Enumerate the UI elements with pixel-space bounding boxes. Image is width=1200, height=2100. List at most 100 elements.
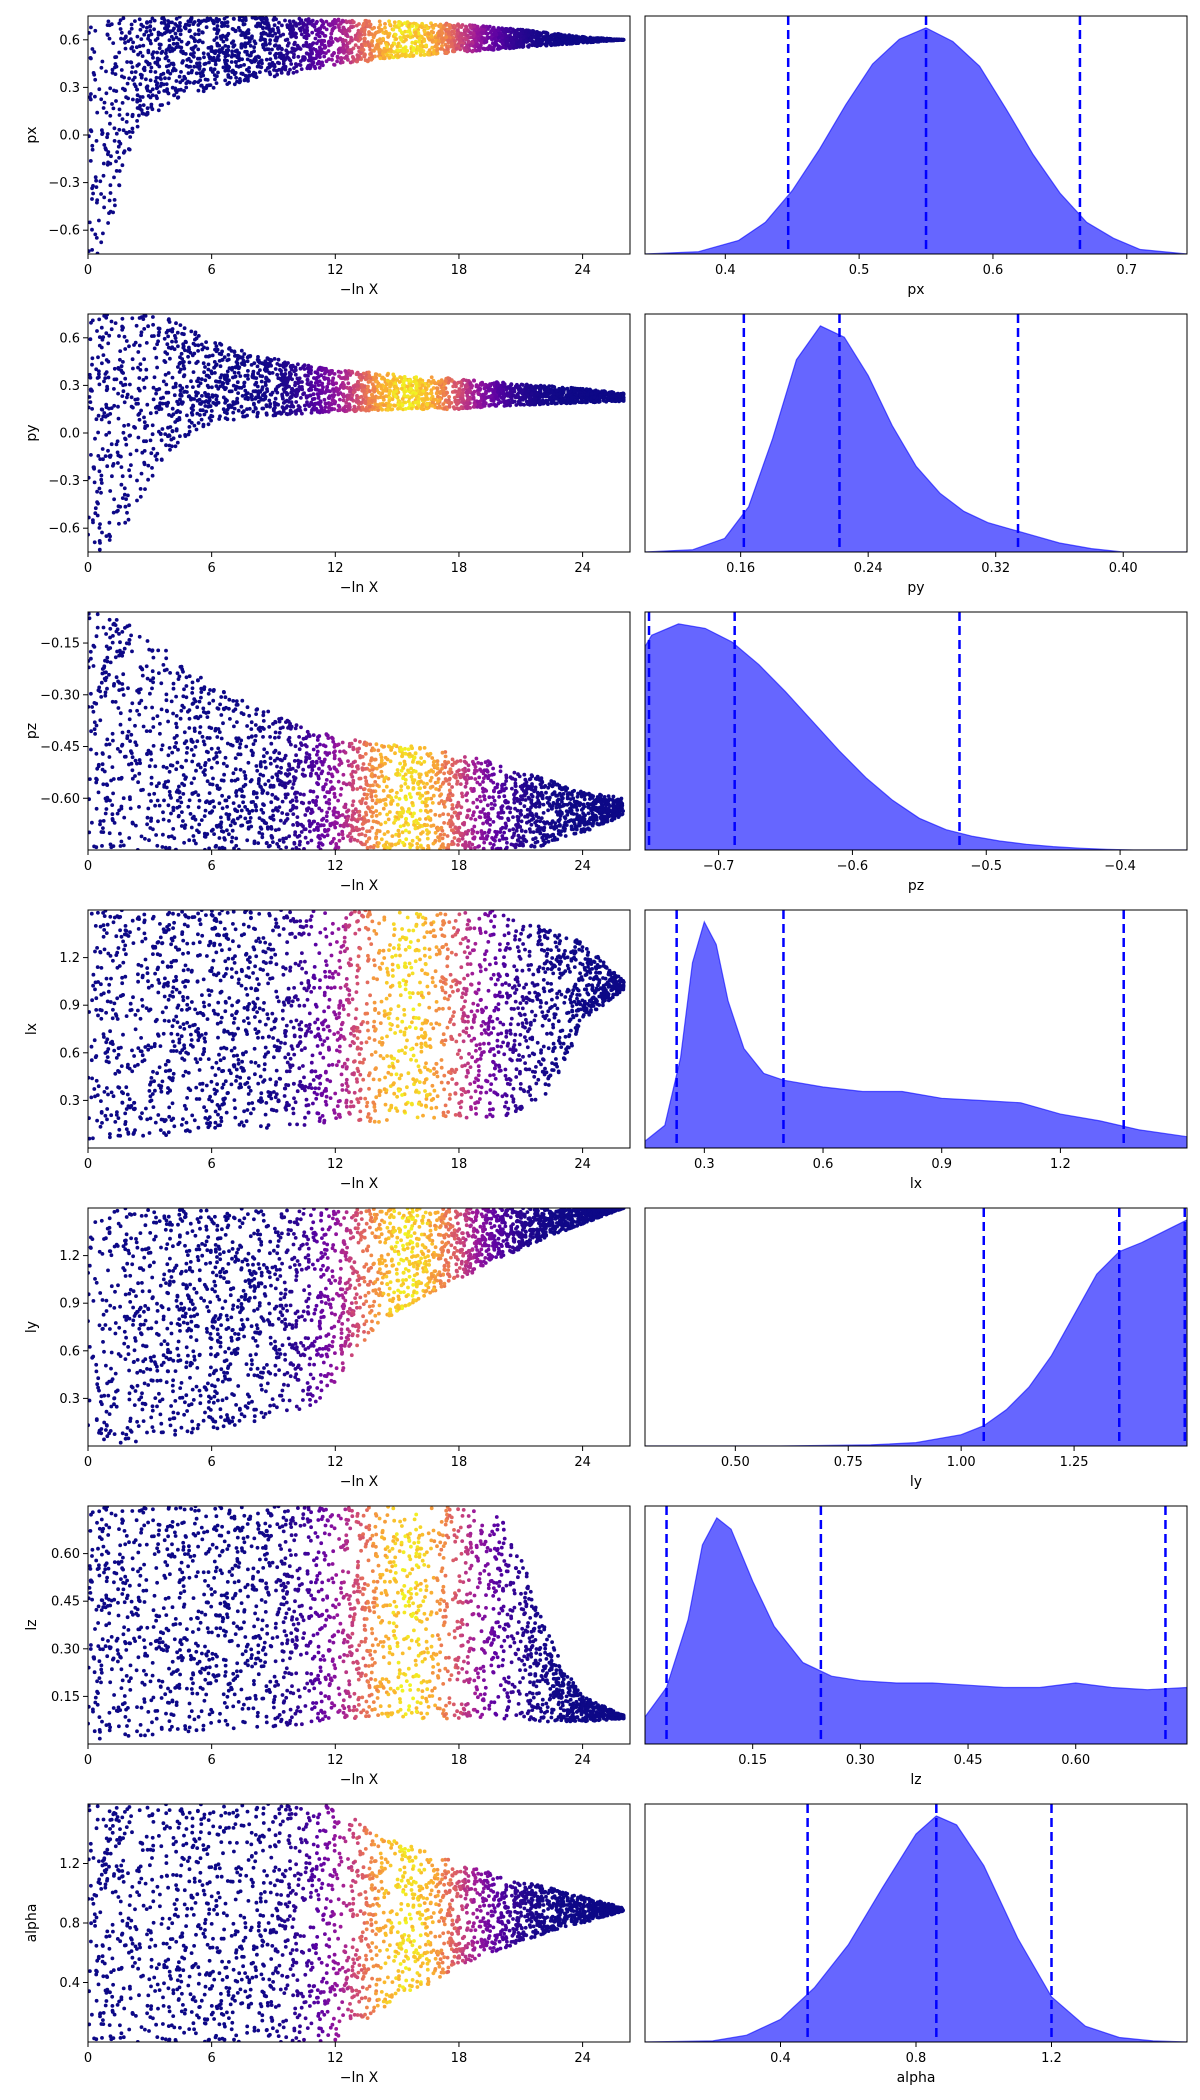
trace-point [288, 58, 293, 63]
trace-point [91, 191, 95, 196]
trace-point [479, 41, 484, 45]
trace-point [201, 361, 206, 366]
trace-point [124, 120, 129, 124]
trace-point [338, 22, 343, 26]
trace-point [524, 383, 529, 387]
trace-point [554, 389, 559, 393]
trace-point [196, 47, 201, 52]
trace-point [305, 402, 310, 407]
trace-point [88, 337, 93, 342]
trace-point [102, 379, 106, 384]
trace-point [88, 56, 93, 60]
trace-point [280, 23, 284, 28]
trace-point [122, 400, 127, 405]
trace-point [482, 395, 487, 400]
trace-point [153, 405, 158, 410]
trace-point [273, 411, 278, 416]
trace-point [196, 88, 201, 93]
trace-point [413, 41, 418, 46]
trace-point [135, 106, 140, 110]
trace-point [440, 31, 445, 35]
trace-point [363, 399, 368, 404]
trace-point [289, 62, 294, 66]
trace-point [157, 330, 162, 335]
trace-point [139, 37, 144, 41]
trace-scatter-px [88, 16, 626, 254]
trace-point [409, 386, 413, 391]
trace-point [255, 411, 260, 416]
trace-point [163, 432, 168, 436]
trace-point [345, 372, 349, 376]
trace-point [344, 20, 349, 25]
trace-point [504, 46, 508, 50]
trace-point [101, 353, 106, 357]
trace-point [120, 327, 125, 332]
trace-point [163, 26, 168, 30]
trace-point [621, 37, 626, 42]
trace-point [405, 384, 410, 389]
trace-point [297, 62, 302, 67]
trace-point [534, 385, 539, 389]
trace-point [345, 28, 349, 33]
trace-point [437, 29, 442, 34]
trace-point [112, 198, 117, 202]
trace-point [294, 69, 299, 74]
trace-point [119, 364, 124, 369]
trace-point [187, 394, 192, 399]
trace-point [117, 50, 122, 55]
trace-point [444, 50, 448, 55]
trace-point [346, 407, 351, 412]
trace-point [240, 361, 244, 366]
trace-point [458, 406, 463, 411]
trace-point [130, 45, 135, 50]
trace-point [170, 429, 175, 434]
trace-point [555, 401, 559, 406]
trace-point [267, 41, 272, 46]
trace-point [248, 44, 253, 48]
trace-point [493, 403, 498, 408]
trace-point [607, 392, 612, 397]
trace-point [132, 425, 136, 429]
trace-point [487, 35, 492, 40]
trace-point [301, 365, 305, 370]
trace-point [126, 39, 131, 43]
posterior-density-px [645, 27, 1187, 254]
trace-point [430, 38, 435, 43]
trace-point [479, 381, 483, 386]
trace-point [225, 20, 230, 25]
trace-point [438, 24, 442, 29]
trace-point [461, 388, 466, 392]
trace-point [574, 34, 578, 39]
trace-point [268, 404, 272, 409]
trace-point [120, 394, 125, 398]
trace-point [227, 378, 231, 383]
trace-point [438, 390, 442, 394]
trace-point [201, 89, 206, 94]
trace-point [173, 68, 178, 73]
trace-point [198, 401, 202, 406]
trace-point [274, 35, 279, 40]
trace-point [209, 46, 214, 51]
trace-point [153, 454, 158, 458]
trace-point [288, 31, 292, 36]
trace-point [161, 379, 166, 384]
trace-point [220, 46, 225, 51]
trace-point [294, 400, 299, 404]
trace-point [286, 41, 291, 45]
trace-point [280, 47, 284, 52]
trace-point [290, 46, 295, 51]
trace-point [127, 344, 131, 349]
trace-point [234, 64, 239, 68]
trace-point [158, 84, 163, 88]
x-tick-label: 12 [327, 263, 344, 278]
trace-point [170, 68, 175, 73]
trace-point [400, 397, 405, 401]
trace-point [379, 27, 384, 32]
trace-point [401, 380, 406, 385]
trace-point [92, 50, 97, 54]
trace-point [252, 401, 256, 406]
trace-point [206, 362, 211, 367]
trace-point [186, 71, 191, 75]
trace-point [387, 398, 392, 403]
trace-point [320, 42, 325, 47]
